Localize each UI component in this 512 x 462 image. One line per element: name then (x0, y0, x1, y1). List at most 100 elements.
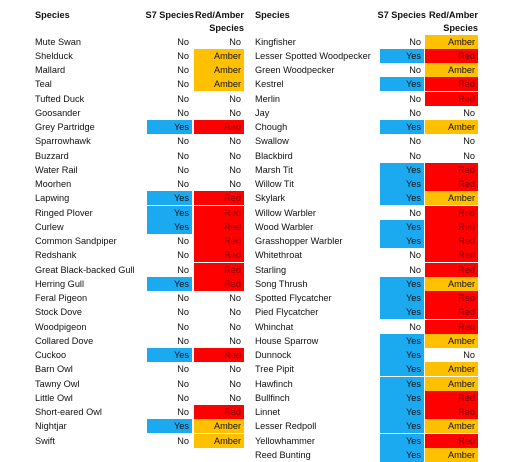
species-name: Herring Gull (35, 278, 85, 289)
species-name: Willow Warbler (255, 207, 316, 218)
status-cell: Red (425, 291, 478, 306)
s7-cell: Yes (147, 276, 192, 291)
species-name: Curlew (35, 221, 64, 232)
status-cell: Amber (425, 191, 478, 206)
status-cell: Amber (425, 376, 478, 391)
s7-cell: Yes (147, 205, 192, 220)
species-name: Woodpigeon (35, 321, 87, 332)
species-name: Shelduck (35, 50, 73, 61)
s7-cell: No (177, 236, 189, 246)
species-name: Teal (35, 79, 52, 90)
s7-cell: No (177, 36, 189, 47)
status-cell: No (229, 150, 241, 161)
s7-cell: No (177, 335, 189, 346)
species-name: Mute Swan (35, 36, 81, 47)
species-name: Marsh Tit (255, 164, 293, 175)
s7-cell: No (409, 36, 421, 47)
header-cell: Red/Amber Species (194, 10, 244, 33)
status-cell: Red (425, 262, 478, 277)
s7-cell: Yes (380, 333, 424, 348)
species-name: Jay (255, 107, 270, 118)
species-name: Short-eared Owl (35, 407, 102, 417)
status-cell: Red (194, 405, 244, 420)
species-name: Skylark (255, 193, 286, 204)
s7-cell: No (409, 207, 421, 218)
s7-cell: Yes (380, 433, 424, 448)
species-name: Kestrel (255, 79, 284, 90)
status-cell: No (229, 378, 241, 389)
status-cell: Red (425, 234, 478, 249)
status-cell: No (229, 164, 241, 175)
s7-cell: No (177, 65, 189, 75)
species-name: Tree Pipit (255, 364, 294, 375)
s7-cell: No (177, 378, 189, 389)
status-cell: Red (425, 390, 478, 405)
species-name: Nightjar (35, 421, 67, 432)
species-name: Spotted Flycatcher (255, 293, 332, 303)
status-cell: Amber (425, 63, 478, 78)
s7-cell: No (177, 136, 189, 147)
status-cell: No (229, 364, 241, 375)
species-name: Cuckoo (35, 350, 67, 360)
status-cell: No (229, 335, 241, 346)
species-name: Green Woodpecker (255, 65, 335, 75)
status-cell: No (229, 307, 241, 318)
s7-cell: No (177, 107, 189, 118)
s7-cell: No (177, 293, 189, 303)
species-name: Hawfinch (255, 378, 293, 389)
status-cell: Red (194, 276, 244, 291)
status-cell: No (229, 392, 241, 403)
species-name: Sparrowhawk (35, 136, 91, 147)
status-cell: No (463, 136, 475, 147)
status-cell: Red (194, 262, 244, 277)
s7-cell: Yes (380, 219, 424, 234)
species-name: Water Rail (35, 164, 78, 175)
s7-cell: No (409, 321, 421, 332)
s7-cell: No (177, 321, 189, 332)
s7-cell: No (409, 250, 421, 261)
s7-cell: Yes (380, 48, 424, 63)
species-name: Lesser Spotted Woodpecker (255, 50, 371, 61)
status-cell: No (229, 321, 241, 332)
s7-cell: Yes (380, 120, 424, 135)
status-cell: No (229, 136, 241, 147)
s7-cell: Yes (380, 276, 424, 291)
species-name: House Sparrow (255, 335, 319, 346)
s7-cell: No (409, 136, 421, 147)
species-name: Reed Bunting (255, 449, 311, 460)
s7-cell: No (177, 50, 189, 61)
s7-cell: Yes (380, 348, 424, 363)
species-name: Whinchat (255, 321, 294, 332)
status-cell: Amber (425, 276, 478, 291)
s7-cell: No (409, 93, 421, 104)
header-cell: S7 Species (145, 10, 194, 20)
header-cell: Species (35, 10, 70, 20)
status-cell: Red (425, 205, 478, 220)
species-name: Starling (255, 264, 287, 275)
status-cell: No (229, 93, 241, 104)
status-cell: No (229, 36, 241, 47)
status-cell: Red (425, 319, 478, 334)
status-cell: Red (194, 248, 244, 263)
species-name: Chough (255, 122, 288, 132)
status-cell: Red (425, 248, 478, 263)
status-cell: Amber (425, 34, 478, 49)
species-name: Swallow (255, 136, 289, 147)
s7-cell: No (177, 307, 189, 318)
status-cell: Amber (425, 333, 478, 348)
species-name: Barn Owl (35, 364, 73, 375)
status-cell: Amber (425, 447, 478, 462)
status-cell: No (229, 179, 241, 189)
species-name: Whitethroat (255, 250, 302, 261)
s7-cell: Yes (147, 419, 192, 434)
species-name: Song Thrush (255, 278, 308, 289)
status-cell: Amber (194, 433, 244, 448)
status-cell: Red (194, 234, 244, 249)
header-cell: S7 Species (377, 10, 426, 20)
s7-cell: Yes (380, 390, 424, 405)
s7-cell: Yes (147, 348, 192, 363)
status-cell: No (463, 107, 475, 118)
s7-cell: Yes (147, 191, 192, 206)
s7-cell: Yes (380, 291, 424, 306)
species-name: Pied Flycatcher (255, 307, 319, 318)
